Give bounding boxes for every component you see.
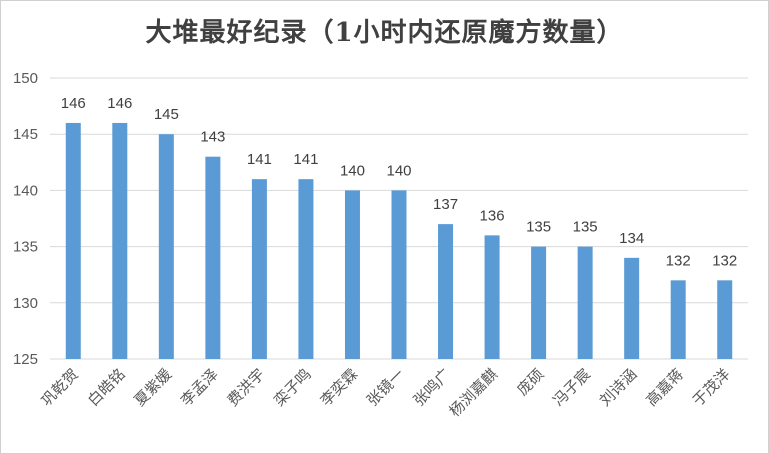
bar (531, 246, 547, 359)
x-tick-label: 夏紫媛 (131, 365, 176, 410)
category-labels: 巩乾贺 白皓铭 夏紫媛 李孟泽 费洪宇 栾子鸣 李奕霖 张镜一 张鸣广杨浏嘉麒 庞硕 冯子宸 刘诗涵高… (38, 365, 734, 420)
data-label: 135 (573, 219, 598, 236)
data-label: 135 (526, 219, 551, 236)
data-label: 132 (712, 252, 737, 269)
y-axis-ticks: 125 130 135 140 145 150 (13, 70, 38, 368)
x-tick-label: 张镜一 (363, 365, 408, 410)
y-tick-label: 135 (13, 239, 38, 256)
x-tick-label: 巩乾贺 (38, 365, 83, 410)
y-tick-label: 140 (13, 182, 38, 199)
y-tick-label: 125 (13, 351, 38, 368)
data-label: 141 (293, 151, 318, 168)
x-tick-label: 费洪宇 (224, 365, 269, 410)
x-tick-label: 张鸣广 (410, 365, 455, 410)
data-label: 140 (340, 162, 365, 179)
data-label: 141 (247, 151, 272, 168)
data-label: 143 (200, 129, 225, 146)
y-tick-label: 150 (13, 70, 38, 87)
bar (112, 122, 128, 360)
x-tick-label: 于茂洋 (689, 365, 734, 410)
x-tick-label: 栾子鸣 (270, 365, 315, 410)
data-label: 136 (480, 207, 505, 224)
bar (717, 280, 733, 359)
bar (670, 280, 686, 359)
bar (344, 190, 360, 359)
x-tick-label: 庞硕 (513, 365, 547, 399)
chart-title: 大堆最好纪录（1小时内还原魔方数量） (145, 18, 624, 48)
x-tick-label: 李奕霖 (317, 365, 362, 410)
x-tick-label: 白皓铭 (84, 365, 129, 410)
x-tick-label: 高嘉蒋 (642, 365, 687, 410)
bar (577, 246, 593, 359)
bar (158, 134, 174, 359)
y-tick-label: 130 (13, 295, 38, 312)
bar (65, 122, 81, 360)
x-tick-label: 冯子宸 (549, 365, 594, 410)
bar (391, 190, 407, 359)
x-tick-label: 李孟泽 (177, 365, 222, 410)
x-tick-label: 杨浏嘉麒 (446, 365, 501, 420)
data-labels: 146 146 145 143 141 141 140 140 137 136 135 135 134 1… (61, 95, 737, 269)
data-label: 134 (619, 230, 644, 247)
bar (298, 179, 314, 359)
data-label: 146 (61, 95, 86, 112)
data-label: 137 (433, 196, 458, 213)
bar (251, 179, 267, 359)
data-label: 140 (386, 162, 411, 179)
x-tick-label: 刘诗涵 (596, 365, 641, 410)
data-label: 145 (154, 106, 179, 123)
bar (205, 156, 221, 359)
y-tick-label: 145 (13, 126, 38, 143)
bars (65, 122, 733, 360)
bar (438, 224, 454, 359)
data-label: 132 (666, 252, 691, 269)
bar (624, 257, 640, 359)
bar (484, 235, 500, 359)
data-label: 146 (107, 95, 132, 112)
